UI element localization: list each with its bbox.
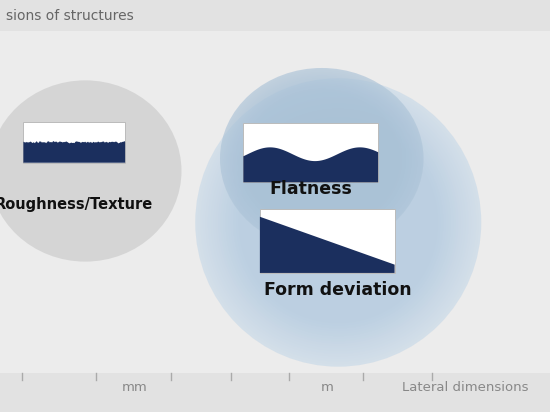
Ellipse shape: [216, 98, 461, 346]
Ellipse shape: [238, 84, 406, 234]
Ellipse shape: [230, 114, 446, 331]
Text: sions of structures: sions of structures: [6, 9, 133, 23]
Bar: [0, 0, 550, 31]
Text: Form deviation: Form deviation: [265, 281, 412, 300]
Ellipse shape: [245, 91, 398, 227]
Ellipse shape: [226, 73, 417, 244]
Ellipse shape: [234, 80, 410, 237]
Ellipse shape: [230, 77, 414, 241]
Bar: [0, 373, 550, 412]
Polygon shape: [260, 217, 395, 273]
Ellipse shape: [228, 75, 416, 242]
Ellipse shape: [233, 117, 443, 328]
Ellipse shape: [211, 94, 466, 351]
Ellipse shape: [195, 78, 481, 367]
Text: m: m: [321, 381, 334, 394]
Ellipse shape: [235, 82, 408, 235]
Ellipse shape: [220, 68, 424, 249]
Text: Lateral dimensions: Lateral dimensions: [402, 381, 528, 394]
Ellipse shape: [238, 122, 438, 323]
FancyBboxPatch shape: [24, 122, 125, 163]
Ellipse shape: [213, 96, 464, 349]
Ellipse shape: [232, 78, 412, 239]
FancyBboxPatch shape: [260, 209, 395, 273]
Ellipse shape: [221, 104, 456, 341]
Ellipse shape: [224, 71, 420, 246]
Ellipse shape: [235, 119, 441, 326]
Ellipse shape: [228, 111, 448, 334]
Ellipse shape: [223, 106, 454, 339]
Ellipse shape: [220, 68, 424, 249]
Ellipse shape: [0, 80, 182, 262]
Polygon shape: [243, 147, 378, 182]
Text: Roughness/Texture: Roughness/Texture: [0, 197, 153, 212]
Ellipse shape: [241, 87, 402, 230]
Text: mm: mm: [122, 381, 147, 394]
Ellipse shape: [240, 85, 404, 232]
Ellipse shape: [222, 70, 421, 248]
FancyBboxPatch shape: [243, 123, 378, 182]
Polygon shape: [24, 141, 125, 163]
Ellipse shape: [226, 109, 451, 336]
Ellipse shape: [244, 89, 400, 228]
Text: Flatness: Flatness: [270, 180, 352, 198]
Ellipse shape: [218, 101, 459, 344]
